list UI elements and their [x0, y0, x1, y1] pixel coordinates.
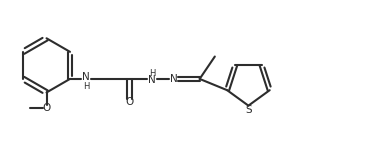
Text: H: H — [149, 69, 155, 78]
Text: N: N — [83, 72, 90, 82]
Text: O: O — [125, 97, 134, 107]
Text: N: N — [148, 75, 156, 85]
Text: O: O — [42, 103, 51, 113]
Text: N: N — [170, 74, 178, 84]
Text: H: H — [83, 82, 89, 91]
Text: S: S — [246, 105, 253, 115]
